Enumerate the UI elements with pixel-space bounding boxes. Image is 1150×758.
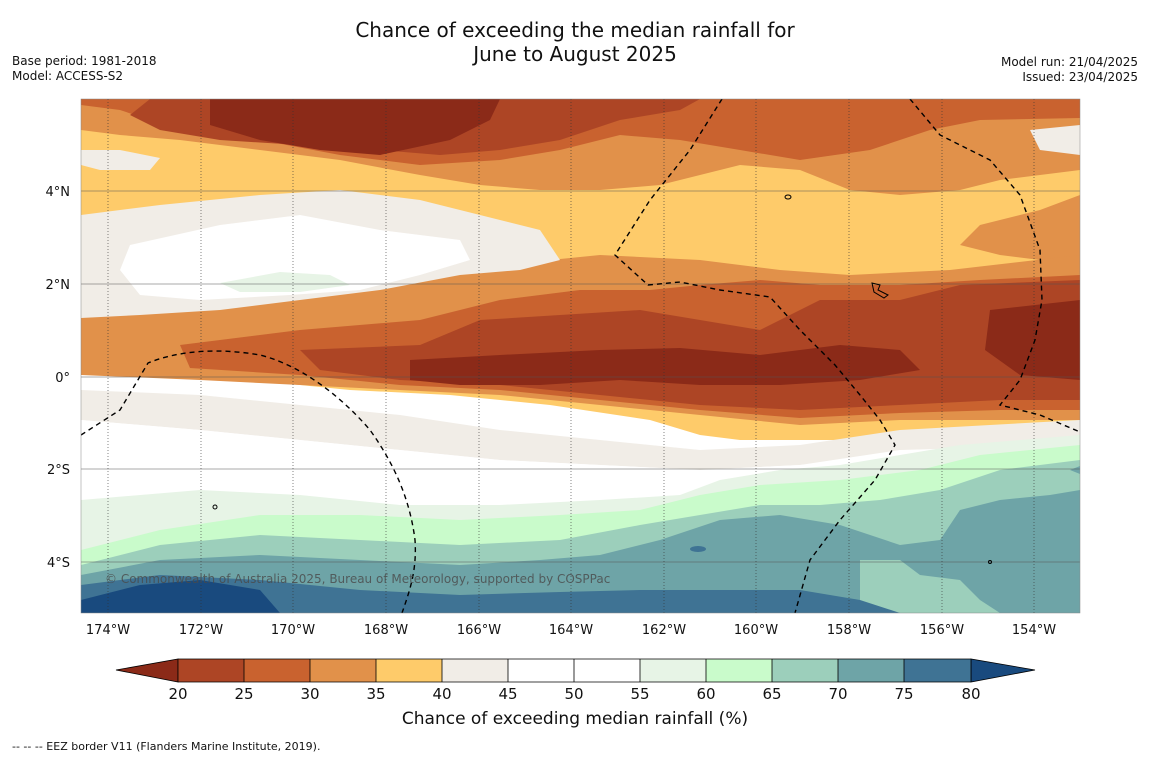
cb-tick-65: 65 xyxy=(762,685,781,703)
cb-tick-75: 75 xyxy=(894,685,913,703)
eez-legend: -- -- -- EEZ border V11 (Flanders Marine… xyxy=(12,740,321,753)
chart-title: Chance of exceeding the median rainfall … xyxy=(0,18,1150,66)
lat-label-0: 0° xyxy=(55,371,70,386)
islands xyxy=(212,194,992,564)
map-field xyxy=(81,99,1080,613)
lon-label-162w: 162°W xyxy=(642,623,686,638)
base-period: Base period: 1981-2018 xyxy=(12,54,157,68)
lon-label-160w: 160°W xyxy=(734,623,778,638)
lat-label-2n: 2°N xyxy=(46,278,71,293)
band-55-60-north xyxy=(220,272,350,292)
title-line-1: Chance of exceeding the median rainfall … xyxy=(355,18,795,42)
band-40-45-ne xyxy=(81,150,160,170)
band-40-45-ne2 xyxy=(1030,125,1080,155)
band-below20-east xyxy=(985,300,1080,380)
band-below20-eq xyxy=(410,345,920,385)
model-info: Base period: 1981-2018 Model: ACCESS-S2 xyxy=(12,54,157,84)
model-name: Model: ACCESS-S2 xyxy=(12,69,124,83)
band-70-75 xyxy=(81,490,1080,613)
eez-borders xyxy=(81,99,1080,613)
issued-date: Issued: 23/04/2025 xyxy=(1022,70,1138,84)
run-info: Model run: 21/04/2025 Issued: 23/04/2025 xyxy=(1001,55,1138,85)
title-line-2: June to August 2025 xyxy=(473,42,677,66)
copyright-notice: © Commonwealth of Australia 2025, Bureau… xyxy=(105,572,611,586)
model-run-date: Model run: 21/04/2025 xyxy=(1000,55,1138,69)
lon-label-158w: 158°W xyxy=(827,623,871,638)
cb-tick-40: 40 xyxy=(432,685,451,703)
cb-tick-50: 50 xyxy=(564,685,583,703)
cb-tick-25: 25 xyxy=(234,685,253,703)
lon-label-174w: 174°W xyxy=(86,623,130,638)
colorbar: 20 25 30 35 40 45 50 55 60 65 70 75 80 xyxy=(115,658,1036,703)
cb-tick-35: 35 xyxy=(366,685,385,703)
band-30-35-west xyxy=(81,330,180,375)
cb-tick-30: 30 xyxy=(300,685,319,703)
cb-tick-55: 55 xyxy=(630,685,649,703)
band-40-45-south xyxy=(81,390,1080,470)
colorbar-title: Chance of exceeding median rainfall (%) xyxy=(401,709,749,729)
lon-label-170w: 170°W xyxy=(271,623,315,638)
lon-label-166w: 166°W xyxy=(457,623,501,638)
lat-label-4s: 4°S xyxy=(47,556,70,571)
lon-label-164w: 164°W xyxy=(549,623,593,638)
lon-label-156w: 156°W xyxy=(920,623,964,638)
cb-tick-20: 20 xyxy=(168,685,187,703)
lat-label-4n: 4°N xyxy=(46,185,71,200)
band-45-55-north xyxy=(120,215,470,300)
lon-labels: 174°W 172°W 170°W 168°W 166°W 164°W 162°… xyxy=(86,623,1056,638)
colorbar-ticks: 20 25 30 35 40 45 50 55 60 65 70 75 80 xyxy=(168,685,980,703)
cb-tick-60: 60 xyxy=(696,685,715,703)
cb-tick-80: 80 xyxy=(961,685,980,703)
cb-tick-70: 70 xyxy=(828,685,847,703)
band-above80 xyxy=(81,580,280,613)
band-below20-north xyxy=(210,99,500,155)
lon-label-154w: 154°W xyxy=(1012,623,1056,638)
lat-labels: 4°N 2°N 0° 2°S 4°S xyxy=(46,185,71,571)
lon-label-172w: 172°W xyxy=(179,623,223,638)
cb-tick-45: 45 xyxy=(498,685,517,703)
lat-gridlines xyxy=(81,190,1080,563)
lon-label-168w: 168°W xyxy=(364,623,408,638)
lat-label-2s: 2°S xyxy=(47,463,70,478)
band-75-80 xyxy=(81,575,900,613)
